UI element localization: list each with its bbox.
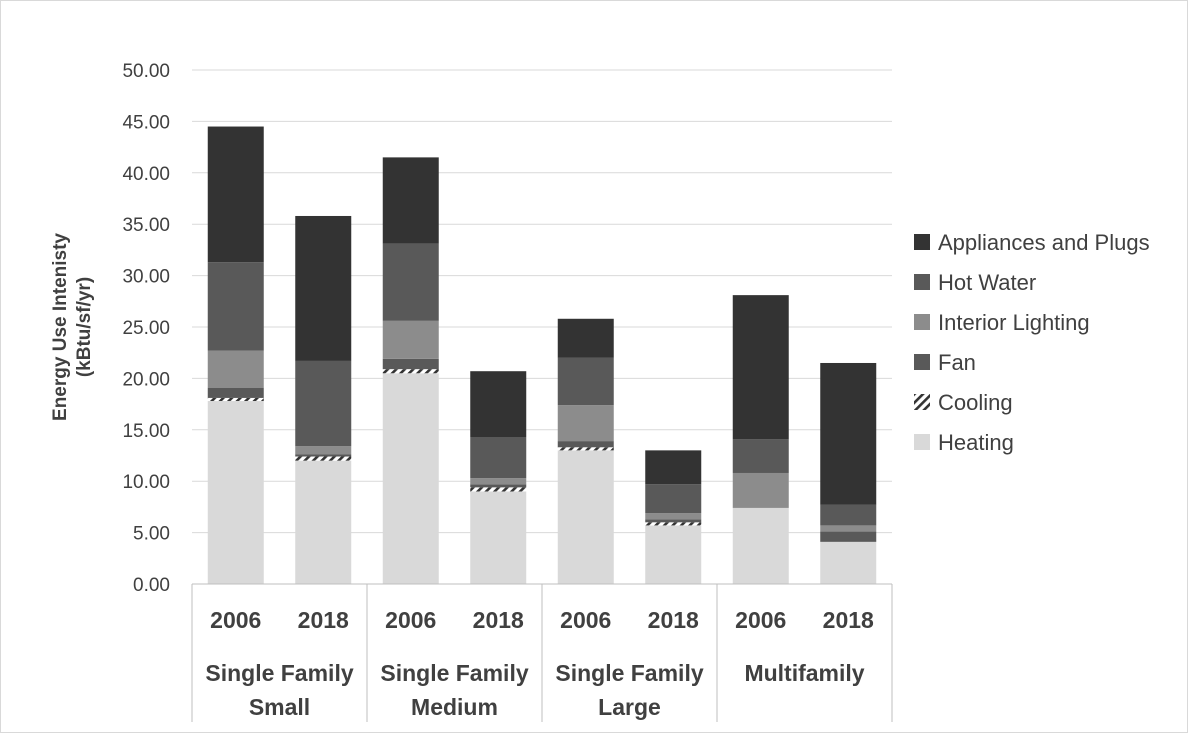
x-tick-label: 2018 [823, 607, 874, 633]
bar-segment-fan [645, 519, 702, 523]
bar-segment-interior-lighting [382, 320, 439, 359]
bar-segment-cooling [470, 487, 527, 492]
bar-segment-hot-water [645, 484, 702, 514]
x-group-label: Medium [411, 694, 498, 720]
bar-segment-hot-water [732, 439, 789, 473]
legend-swatch [914, 274, 930, 290]
bar-segment-hot-water [820, 504, 877, 526]
bar-segment-heating [295, 460, 352, 584]
legend-swatch [914, 354, 930, 370]
bar-segment-hot-water [295, 360, 352, 447]
bar-segment-fan [295, 454, 352, 457]
bar-segment-appliances-and-plugs [557, 318, 614, 358]
axes: 0.00 5.00 10.00 15.00 20.00 25.00 30.00 35.00 40… [50, 61, 893, 722]
bar-segment-hot-water [382, 243, 439, 321]
bar-segment-fan [207, 387, 264, 398]
bar-segment-cooling [645, 522, 702, 526]
x-tick-label: 2018 [473, 607, 524, 633]
legend-swatch [914, 314, 930, 330]
bar-segment-heating [732, 507, 789, 584]
y-tick-label: 30.00 [122, 267, 170, 288]
bar-segment-fan [557, 441, 614, 448]
bar-segment-heating [557, 450, 614, 584]
bar-segment-heating [382, 373, 439, 584]
legend-label: Fan [938, 350, 976, 375]
y-tick-label: 25.00 [122, 318, 170, 339]
bar-segment-interior-lighting [645, 513, 702, 520]
y-tick-label: 20.00 [122, 369, 170, 390]
legend: Appliances and Plugs Hot Water Interior Li… [914, 230, 1150, 455]
bar-segment-appliances-and-plugs [382, 157, 439, 244]
x-tick-label: 2018 [298, 607, 349, 633]
x-tick-label: 2006 [210, 607, 261, 633]
bar-segment-appliances-and-plugs [470, 371, 527, 437]
x-group-label: Multifamily [744, 660, 864, 686]
bar-segment-hot-water [557, 357, 614, 406]
bar-segment-cooling [557, 447, 614, 451]
bar-segment-heating [207, 401, 264, 584]
legend-swatch [914, 394, 930, 410]
y-axis-title-line: Energy Use Intenisty [50, 233, 71, 421]
bar-segment-interior-lighting [207, 350, 264, 388]
legend-label: Cooling [938, 390, 1013, 415]
bar-segment-heating [820, 541, 877, 584]
x-group-label: Large [598, 694, 661, 720]
bar-segment-fan [382, 358, 439, 370]
y-tick-label: 40.00 [122, 164, 170, 185]
y-tick-label: 15.00 [122, 421, 170, 442]
bar-segment-cooling [295, 456, 352, 461]
bars [207, 126, 877, 584]
legend-swatch [914, 434, 930, 450]
x-group-label: Single Family [555, 660, 703, 686]
y-tick-label: 35.00 [122, 215, 170, 236]
legend-label: Hot Water [938, 270, 1036, 295]
y-tick-label: 45.00 [122, 112, 170, 133]
legend-swatch [914, 234, 930, 250]
bar-segment-interior-lighting [470, 478, 527, 485]
y-tick-label: 5.00 [133, 524, 170, 545]
bar-segment-fan [820, 531, 877, 542]
y-tick-label: 0.00 [133, 575, 170, 596]
bar-segment-fan [470, 484, 527, 488]
legend-label: Appliances and Plugs [938, 230, 1150, 255]
x-group-label: Small [249, 694, 310, 720]
bar-segment-interior-lighting [820, 525, 877, 532]
x-tick-label: 2006 [385, 607, 436, 633]
bar-segment-hot-water [470, 436, 527, 479]
bar-segment-appliances-and-plugs [820, 362, 877, 505]
bar-segment-interior-lighting [557, 405, 614, 442]
x-tick-label: 2006 [560, 607, 611, 633]
y-tick-label: 50.00 [122, 61, 170, 82]
legend-label: Interior Lighting [938, 310, 1090, 335]
bar-segment-cooling [207, 397, 264, 402]
bar-segment-interior-lighting [732, 472, 789, 508]
bar-segment-cooling [382, 369, 439, 374]
x-tick-label: 2018 [648, 607, 699, 633]
bar-segment-appliances-and-plugs [732, 295, 789, 440]
x-group-label: Single Family [205, 660, 353, 686]
y-tick-label: 10.00 [122, 472, 170, 493]
bar-segment-heating [645, 525, 702, 584]
bar-segment-heating [470, 491, 527, 584]
bar-segment-interior-lighting [295, 446, 352, 455]
x-tick-label: 2006 [735, 607, 786, 633]
x-group-label: Single Family [380, 660, 528, 686]
bar-segment-appliances-and-plugs [645, 450, 702, 485]
bar-segment-hot-water [207, 262, 264, 351]
legend-label: Heating [938, 430, 1014, 455]
y-axis-title: Energy Use Intenisty (kBtu/sf/yr) [50, 233, 95, 421]
y-axis-title-line: (kBtu/sf/yr) [74, 277, 95, 377]
bar-segment-appliances-and-plugs [207, 126, 264, 263]
bar-segment-appliances-and-plugs [295, 215, 352, 361]
